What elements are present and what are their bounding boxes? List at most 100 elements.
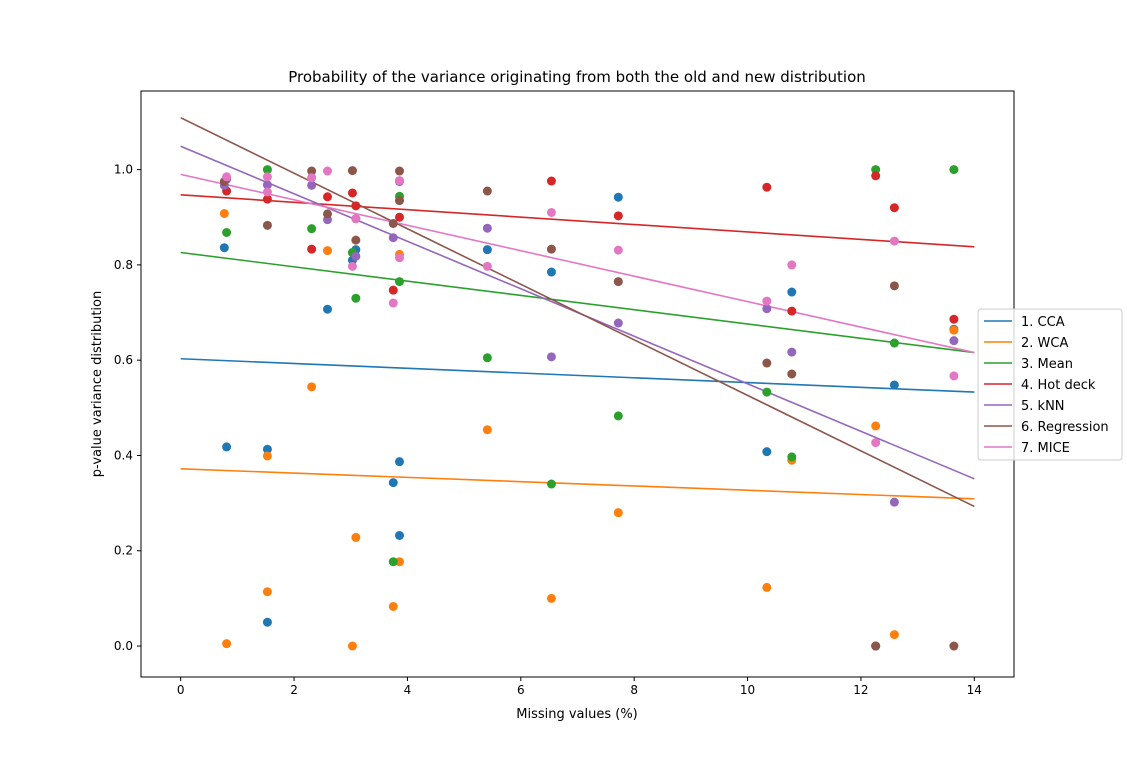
- data-point: [949, 314, 959, 324]
- data-point: [949, 336, 959, 346]
- data-point: [762, 387, 772, 397]
- data-point: [394, 176, 404, 186]
- plot-area: [140, 90, 1015, 678]
- data-point: [262, 451, 272, 461]
- data-point: [262, 165, 272, 175]
- data-point: [323, 192, 333, 202]
- y-tick-label: 0.4: [114, 448, 133, 462]
- data-point: [889, 236, 899, 246]
- data-point: [262, 172, 272, 182]
- x-tick-label: 8: [630, 683, 638, 697]
- data-point: [546, 176, 556, 186]
- data-point: [949, 165, 959, 175]
- fit-line: [180, 251, 975, 354]
- data-point: [222, 442, 232, 452]
- data-point: [949, 371, 959, 381]
- data-point: [262, 587, 272, 597]
- y-tick-label: 0.6: [114, 353, 133, 367]
- data-point: [482, 261, 492, 271]
- data-point: [613, 192, 623, 202]
- data-point: [351, 532, 361, 542]
- x-tick-label: 12: [853, 683, 868, 697]
- data-point: [613, 508, 623, 518]
- data-point: [307, 224, 317, 234]
- legend-label: 7. MICE: [1021, 441, 1070, 456]
- data-point: [546, 244, 556, 254]
- data-point: [613, 411, 623, 421]
- data-point: [482, 353, 492, 363]
- fit-line: [180, 173, 975, 354]
- data-point: [222, 227, 232, 237]
- legend-label: 1. CCA: [1021, 315, 1065, 330]
- data-point: [394, 196, 404, 206]
- data-point: [347, 188, 357, 198]
- data-point: [347, 261, 357, 271]
- data-point: [762, 358, 772, 368]
- data-point: [762, 447, 772, 457]
- data-point: [889, 497, 899, 507]
- data-point: [388, 285, 398, 295]
- data-point: [871, 438, 881, 448]
- data-point: [889, 203, 899, 213]
- x-axis: 0 2 4 6 8 10 12 14: [177, 677, 982, 697]
- data-point: [351, 214, 361, 224]
- y-tick-label: 0.8: [114, 258, 133, 272]
- data-point: [307, 244, 317, 254]
- data-point: [949, 641, 959, 651]
- data-point: [323, 166, 333, 176]
- data-point: [949, 325, 959, 335]
- x-tick-label: 0: [177, 683, 185, 697]
- data-point: [222, 172, 232, 182]
- data-point: [307, 382, 317, 392]
- data-point: [889, 380, 899, 390]
- data-point: [222, 639, 232, 649]
- data-point: [262, 617, 272, 627]
- data-point: [394, 277, 404, 287]
- data-point: [388, 557, 398, 567]
- data-point: [351, 251, 361, 261]
- data-point: [546, 593, 556, 603]
- scatter-points: [219, 165, 959, 651]
- data-point: [323, 304, 333, 314]
- data-point: [394, 457, 404, 467]
- data-point: [613, 277, 623, 287]
- x-tick-label: 2: [290, 683, 298, 697]
- chart-title: Probability of the variance originating …: [288, 68, 866, 86]
- data-point: [394, 212, 404, 222]
- data-point: [889, 281, 899, 291]
- data-point: [262, 187, 272, 197]
- data-point: [347, 166, 357, 176]
- data-point: [482, 425, 492, 435]
- data-point: [546, 267, 556, 277]
- legend-label: 3. Mean: [1021, 357, 1073, 372]
- data-point: [323, 246, 333, 256]
- data-point: [787, 287, 797, 297]
- data-point: [871, 165, 881, 175]
- y-axis: 0.0 0.2 0.4 0.6 0.8 1.0: [114, 163, 141, 653]
- data-point: [787, 347, 797, 357]
- data-point: [394, 531, 404, 541]
- data-point: [351, 201, 361, 211]
- data-point: [787, 260, 797, 270]
- legend-label: 5. kNN: [1021, 399, 1065, 414]
- data-point: [323, 209, 333, 219]
- data-point: [388, 233, 398, 243]
- data-point: [394, 166, 404, 176]
- legend-box: [977, 308, 1123, 461]
- data-point: [762, 296, 772, 306]
- y-axis-label: p-value variance distribution: [90, 291, 105, 477]
- data-point: [394, 253, 404, 263]
- data-point: [394, 557, 404, 567]
- data-point: [219, 208, 229, 218]
- data-point: [787, 452, 797, 462]
- data-point: [262, 180, 272, 190]
- data-point: [546, 352, 556, 362]
- data-point: [889, 338, 899, 348]
- legend-label: 2. WCA: [1021, 336, 1068, 351]
- data-point: [787, 306, 797, 316]
- data-point: [546, 479, 556, 489]
- data-point: [871, 421, 881, 431]
- x-tick-label: 6: [517, 683, 525, 697]
- legend: 1. CCA 2. WCA 3. Mean 4. Hot deck 5. kNN 6. R…: [977, 308, 1123, 461]
